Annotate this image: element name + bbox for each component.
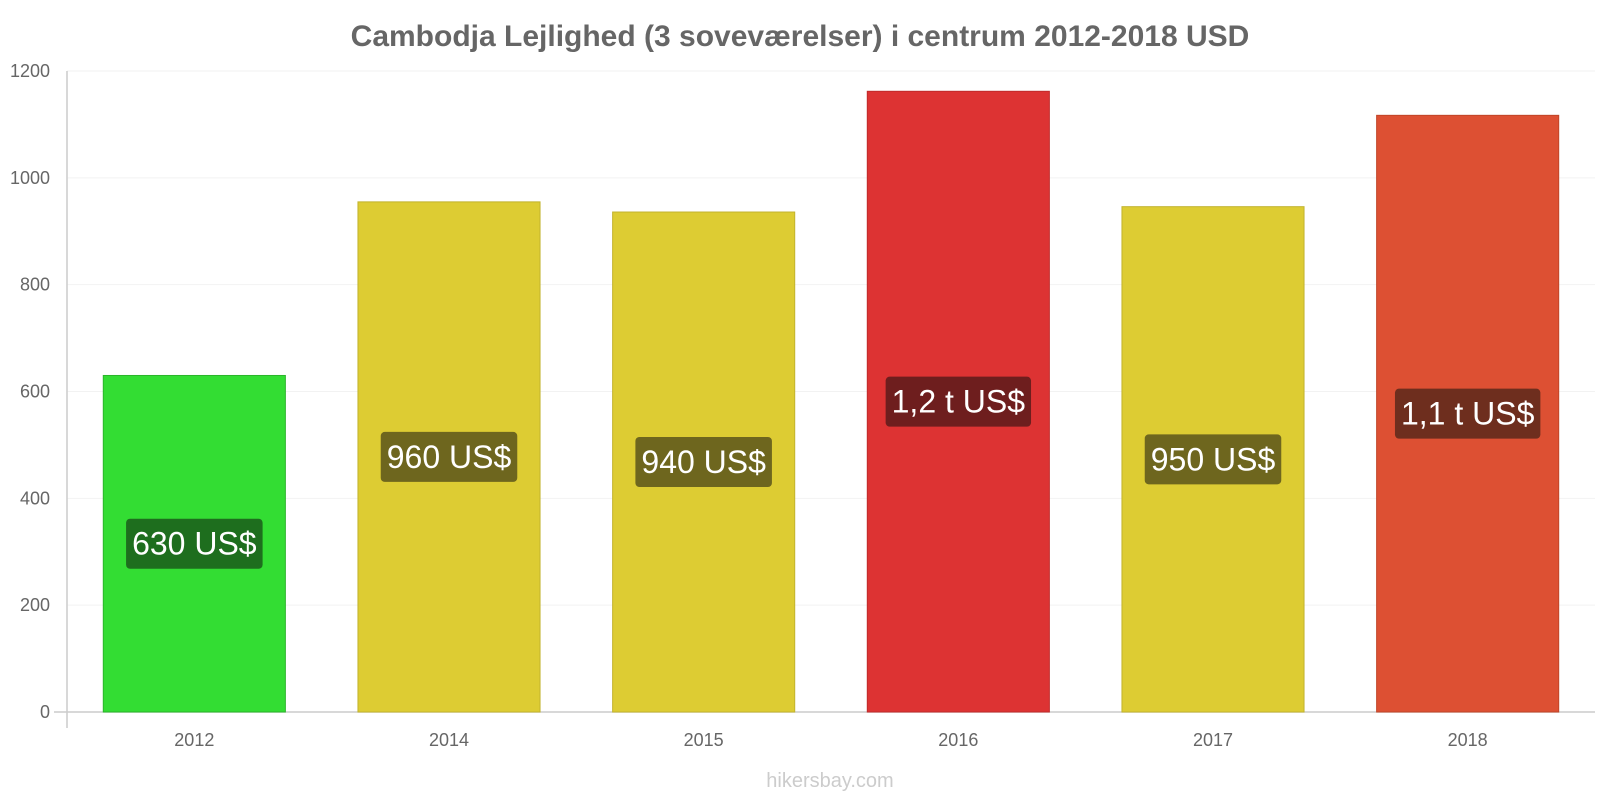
- data-labels: 630 US$ 960 US$ 940 US$ 1,2 t US$ 950 US$ 1,1…: [126, 376, 1541, 569]
- bars: [102, 90, 1560, 713]
- data-label-background: [380, 431, 518, 482]
- grid-lines: [67, 70, 1595, 606]
- y-tick-label: 800: [20, 275, 50, 295]
- data-label-2015: 940 US$: [635, 437, 772, 488]
- data-label-2012: 630 US$: [126, 518, 263, 569]
- data-label-2018: 1,1 t US$: [1394, 388, 1541, 439]
- data-label-text: 1,1 t US$: [1401, 396, 1535, 432]
- y-tick-label: 200: [20, 595, 50, 615]
- x-tick-label: 2018: [1448, 730, 1488, 750]
- data-label-background: [126, 518, 263, 569]
- data-label-background: [1144, 434, 1282, 485]
- chart-title: Cambodja Lejlighed (3 soveværelser) i ce…: [351, 20, 1250, 53]
- data-label-2017: 950 US$: [1144, 434, 1282, 485]
- y-tick-label: 400: [20, 488, 50, 508]
- data-label-text: 940 US$: [641, 444, 766, 480]
- data-label-background: [635, 437, 772, 488]
- axes: 0 200 400 600 800 1000 1200 2012 2014 2015 2016 201…: [10, 61, 1595, 750]
- x-tick-label: 2014: [429, 730, 469, 750]
- x-tick-label: 2017: [1193, 730, 1233, 750]
- y-tick-label: 1000: [10, 168, 50, 188]
- x-tick-label: 2015: [684, 730, 724, 750]
- data-label-text: 630 US$: [132, 526, 257, 562]
- data-label-2014: 960 US$: [380, 431, 518, 482]
- watermark: hikersbay.com: [766, 770, 893, 792]
- data-label-text: 960 US$: [387, 439, 512, 475]
- y-tick-label: 600: [20, 382, 50, 402]
- data-label-2016: 1,2 t US$: [885, 376, 1032, 427]
- x-tick-label: 2016: [938, 730, 978, 750]
- y-tick-label: 1200: [10, 61, 50, 81]
- data-label-background: [885, 376, 1032, 427]
- y-tick-label: 0: [40, 702, 50, 722]
- data-label-background: [1394, 388, 1541, 439]
- data-label-text: 950 US$: [1151, 441, 1276, 477]
- x-tick-label: 2012: [174, 730, 214, 750]
- data-label-text: 1,2 t US$: [892, 384, 1026, 420]
